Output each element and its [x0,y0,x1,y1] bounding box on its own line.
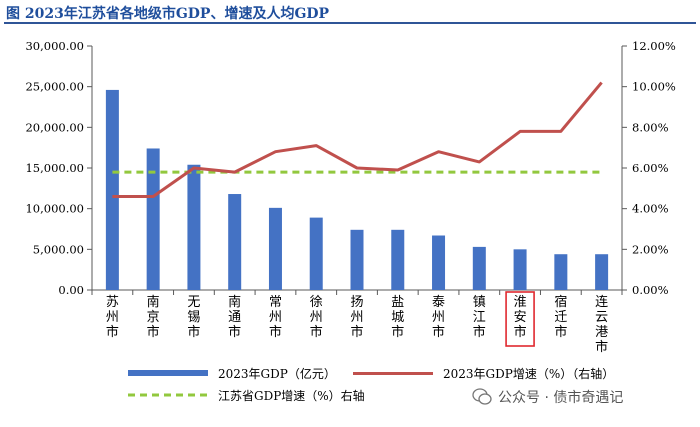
legend-label-gdp: 2023年GDP（亿元） [218,367,336,381]
x-tick-label: 通 [228,310,241,325]
bar [554,254,568,290]
highlight-box [505,291,535,347]
x-tick-label: 迁 [554,310,567,325]
x-tick-label-group: 泰州市 [432,295,445,340]
bar [432,235,446,290]
bar [513,249,527,290]
title-rule [4,22,696,24]
y-tick-label-right: 4.00% [632,202,669,216]
x-tick-label: 市 [350,324,363,340]
x-tick-label: 安 [514,310,527,325]
x-tick-label: 南 [147,294,160,310]
x-tick-label-group: 淮安市 [505,291,535,347]
y-tick-label-right: 2.00% [632,242,669,256]
y-tick-label-left: 10,000.00 [25,202,84,216]
bar [146,148,160,290]
x-tick-label: 盐 [391,295,404,310]
bar [105,89,119,290]
x-tick-label-group: 镇江市 [473,295,486,340]
legend-label-growth: 2023年GDP增速（%）（右轴） [443,367,615,381]
x-tick-label: 州 [269,310,282,325]
x-tick-label-group: 苏州市 [106,294,119,340]
x-tick-label: 市 [595,339,608,355]
x-tick-label: 苏 [106,294,119,310]
x-tick-label: 市 [473,324,486,340]
bar [472,246,486,290]
city-growth-line [112,81,603,198]
watermark: 公众号 · 债市奇遇记 [498,390,624,406]
x-tick-label: 锡 [187,310,200,325]
x-tick-label: 市 [269,324,282,340]
x-tick-label: 连 [595,294,608,310]
legend-swatch-growth [353,372,433,375]
x-tick-label: 州 [310,310,323,325]
x-tick-label: 徐 [310,295,323,310]
legend-swatch-province [128,393,208,397]
x-tick-label: 州 [106,310,119,325]
bar [228,194,242,290]
x-tick-label: 市 [147,324,160,340]
x-tick-label: 市 [554,324,567,340]
bar [350,229,364,290]
y-tick-label-right: 10.00% [632,80,676,94]
x-tick-label-group: 南京市 [147,294,160,340]
bar [391,229,405,290]
x-tick-label: 南 [228,294,241,310]
x-tick-label: 市 [310,324,323,340]
x-tick-label: 云 [595,310,608,325]
x-tick-label: 市 [391,324,404,340]
x-tick-label: 泰 [432,295,445,310]
x-tick-label-group: 常州市 [269,295,282,340]
figure-title: 图 2023年江苏省各地级市GDP、增速及人均GDP [6,6,330,22]
x-tick-label: 无 [187,295,200,310]
axes: 0.00 5,000.00 10,000.00 15,000.00 20,000.00 2… [25,39,675,297]
y-tick-label-left: 15,000.00 [25,161,84,175]
x-tick-label: 市 [432,324,445,340]
x-tick-label-group: 徐州市 [310,295,323,340]
wechat-icon [472,388,492,405]
y-tick-label-right: 12.00% [632,39,676,53]
x-tick-label: 镇 [473,295,486,310]
x-tick-label-group: 盐城市 [391,295,404,340]
x-tick-label: 城 [391,310,404,325]
y-tick-label-left: 0.00 [58,283,84,297]
x-tick-label-group: 无锡市 [187,295,200,340]
bar [268,207,282,290]
x-tick-label: 常 [269,295,282,310]
y-tick-label-right: 8.00% [632,120,669,134]
x-tick-label: 市 [228,324,241,340]
y-tick-label-right: 0.00% [632,283,669,297]
line-series [112,81,603,198]
y-tick-label-right: 6.00% [632,161,669,175]
x-tick-label-group: 南通市 [228,294,241,340]
x-tick-label: 宿 [554,294,567,310]
bar-series [105,89,609,290]
x-tick-label: 市 [106,324,119,340]
x-tick-label-group: 宿迁市 [554,294,567,340]
y-tick-label-left: 30,000.00 [25,39,84,53]
x-tick-label: 市 [187,324,200,340]
x-tick-label: 市 [514,324,527,340]
x-tick-label-group: 扬州市 [350,295,363,340]
y-tick-label-left: 5,000.00 [33,242,84,256]
x-tick-label: 州 [350,310,363,325]
x-tick-label: 江 [473,310,486,325]
y-tick-label-left: 20,000.00 [25,120,84,134]
x-tick-label: 淮 [514,295,527,310]
y-tick-label-left: 25,000.00 [25,80,84,94]
x-tick-label: 扬 [350,295,363,310]
legend-label-province: 江苏省GDP增速（%）右轴 [218,389,365,403]
x-tick-label: 港 [595,325,608,340]
bar [595,254,609,290]
bar [309,217,323,290]
x-tick-label: 州 [432,310,445,325]
x-tick-label: 京 [147,310,160,325]
bar [187,164,201,290]
legend-swatch-gdp [128,370,208,376]
